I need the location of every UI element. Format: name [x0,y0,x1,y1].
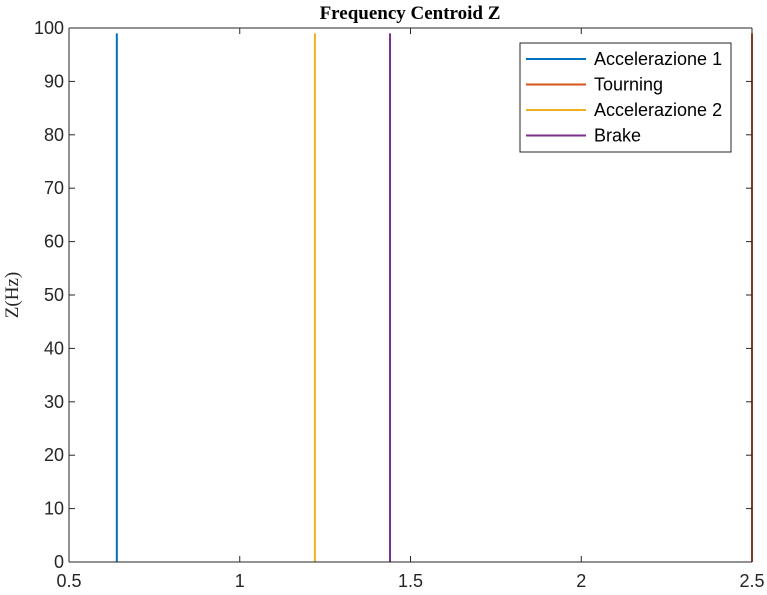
y-tick-label: 90 [44,71,64,91]
y-tick-label: 80 [44,125,64,145]
x-tick-label: 1.5 [398,571,423,591]
legend-label-2: Tourning [594,75,663,95]
legend-label-1: Accelerazione 1 [594,49,722,69]
chart-title: Frequency Centroid Z [320,3,501,24]
y-tick-label: 100 [34,18,64,38]
y-tick-label: 30 [44,392,64,412]
legend-label-4: Brake [594,126,641,146]
legend: Accelerazione 1 Tourning Accelerazione 2 Br… [519,42,732,153]
legend-box [519,42,732,153]
x-tick-label: 2 [576,571,586,591]
y-tick-label: 70 [44,178,64,198]
x-tick-label: 0.5 [56,571,81,591]
y-tick-label: 40 [44,338,64,358]
x-tick-label: 1 [235,571,245,591]
y-axis-label: Z(Hz) [2,272,23,318]
y-tick-label: 20 [44,445,64,465]
ticks-layer: 0.5 1 1.5 2 2.5 0 10 20 30 40 50 60 70 80 90 100 [34,18,765,591]
x-tick-label: 2.5 [739,571,764,591]
y-tick-label: 60 [44,232,64,252]
legend-label-3: Accelerazione 2 [594,100,722,120]
y-tick-label: 10 [44,499,64,519]
y-tick-label: 0 [54,552,64,572]
y-tick-label: 50 [44,285,64,305]
